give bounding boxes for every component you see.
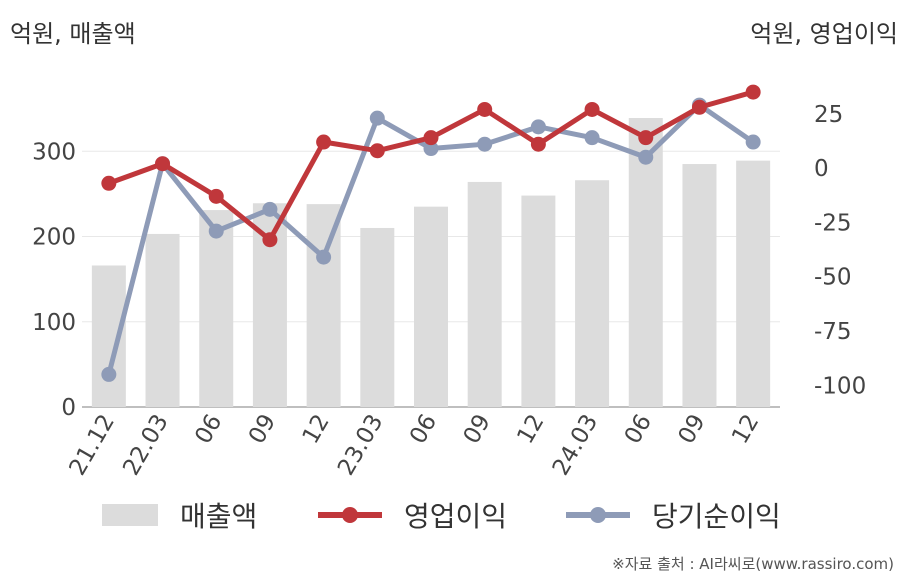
bar-sales bbox=[575, 180, 610, 407]
point-operating-profit bbox=[638, 130, 654, 146]
point-operating-profit bbox=[584, 101, 600, 117]
point-operating-profit bbox=[316, 134, 332, 150]
point-operating-profit bbox=[101, 175, 117, 191]
point-operating-profit bbox=[530, 136, 546, 152]
x-tick-label: 12 bbox=[512, 410, 549, 448]
right-tick-label: -75 bbox=[814, 319, 852, 345]
right-axis-ticks: -100 -75 -50 -25 0 25 bbox=[814, 102, 866, 399]
legend-item-sales: 매출액 bbox=[102, 490, 257, 540]
point-net-income bbox=[316, 249, 332, 265]
x-tick-label: 06 bbox=[620, 410, 657, 448]
x-tick-label: 12 bbox=[298, 410, 335, 448]
legend-label-sales: 매출액 bbox=[180, 500, 258, 533]
point-operating-profit bbox=[369, 143, 385, 159]
line-series bbox=[101, 84, 761, 382]
legend-item-operating-profit: 영업이익 bbox=[318, 490, 507, 540]
x-tick-label: 24.03 bbox=[548, 410, 603, 480]
point-net-income bbox=[638, 149, 654, 165]
point-operating-profit bbox=[745, 84, 761, 100]
bar-sales bbox=[306, 204, 341, 407]
bar-sales bbox=[736, 160, 771, 407]
point-operating-profit bbox=[423, 130, 439, 146]
legend-label-net-income: 당기순이익 bbox=[652, 500, 781, 533]
x-tick-label: 09 bbox=[459, 410, 496, 448]
point-net-income bbox=[530, 119, 546, 135]
source-credit: ※자료 출처 : AI라씨로(www.rassiro.com) bbox=[612, 555, 894, 573]
point-net-income bbox=[262, 201, 278, 217]
point-net-income bbox=[423, 141, 439, 157]
bar-sales bbox=[145, 233, 180, 407]
x-tick-label: 23.03 bbox=[333, 410, 388, 480]
legend-label-operating-profit: 영업이익 bbox=[404, 500, 508, 533]
point-net-income bbox=[584, 130, 600, 146]
bar-series-sales bbox=[91, 118, 771, 407]
right-tick-label: -100 bbox=[814, 373, 866, 399]
point-operating-profit bbox=[477, 101, 493, 117]
point-operating-profit bbox=[262, 232, 278, 248]
legend-swatch-sales bbox=[102, 504, 158, 526]
x-tick-label: 22.03 bbox=[118, 410, 173, 480]
left-tick-label: 200 bbox=[32, 225, 76, 251]
x-tick-label: 09 bbox=[674, 410, 711, 448]
point-net-income bbox=[369, 110, 385, 126]
legend-swatch-operating-profit bbox=[318, 504, 382, 526]
bar-sales bbox=[360, 227, 395, 407]
bar-sales bbox=[682, 164, 717, 407]
point-operating-profit bbox=[691, 99, 707, 115]
right-axis-unit-label: 억원, 영업이익 bbox=[750, 20, 898, 48]
point-operating-profit bbox=[208, 188, 224, 204]
point-net-income bbox=[208, 223, 224, 239]
point-net-income bbox=[745, 134, 761, 150]
x-tick-label: 09 bbox=[244, 410, 281, 448]
left-tick-label: 300 bbox=[32, 139, 76, 165]
left-axis-ticks: 0 100 200 300 bbox=[32, 139, 76, 421]
right-tick-label: -50 bbox=[814, 265, 852, 291]
legend-item-net-income: 당기순이익 bbox=[566, 490, 781, 540]
x-tick-label: 12 bbox=[727, 410, 764, 448]
bar-sales bbox=[628, 118, 663, 407]
bar-sales bbox=[199, 210, 234, 407]
bar-sales bbox=[521, 195, 556, 407]
bar-sales bbox=[414, 206, 448, 407]
legend-swatch-net-income bbox=[566, 504, 630, 526]
legend: 매출액 영업이익 당기순이익 bbox=[0, 490, 908, 540]
left-tick-label: 0 bbox=[61, 395, 76, 421]
x-tick-label: 06 bbox=[190, 410, 227, 448]
left-axis-unit-label: 억원, 매출액 bbox=[10, 20, 136, 48]
right-tick-label: 25 bbox=[814, 102, 843, 128]
point-operating-profit bbox=[155, 156, 171, 172]
point-net-income bbox=[477, 136, 493, 152]
point-net-income bbox=[101, 366, 117, 382]
right-tick-label: 0 bbox=[814, 156, 829, 182]
right-tick-label: -25 bbox=[814, 210, 852, 236]
left-tick-label: 100 bbox=[32, 310, 76, 336]
bar-sales bbox=[467, 181, 502, 407]
x-tick-label: 06 bbox=[405, 410, 442, 448]
